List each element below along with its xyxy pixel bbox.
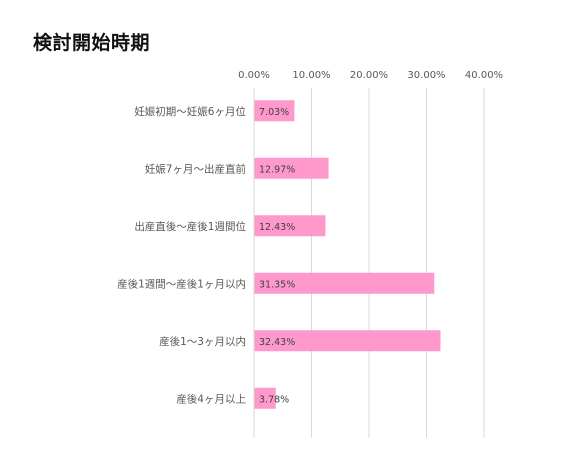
x-tick-label: 10.00% xyxy=(292,70,330,81)
data-label: 32.43% xyxy=(259,337,295,348)
category-label: 妊娠7ヶ月～出産直前 xyxy=(145,162,246,175)
bar xyxy=(254,272,435,294)
x-tick-label: 0.00% xyxy=(238,70,270,81)
x-tick-label: 40.00% xyxy=(465,70,503,81)
category-label: 産後1週間～産後1ヶ月以内 xyxy=(117,277,246,290)
data-label: 12.43% xyxy=(259,222,295,233)
category-label: 妊娠初期～妊娠6ヶ月位 xyxy=(134,105,246,118)
bar xyxy=(254,215,326,237)
bar xyxy=(254,330,441,352)
bar xyxy=(254,100,295,122)
data-label: 31.35% xyxy=(259,279,295,290)
category-label: 産後1～3ヶ月以内 xyxy=(159,335,246,348)
chart-title: 検討開始時期 xyxy=(33,32,151,54)
x-tick-label: 30.00% xyxy=(407,70,445,81)
data-label: 3.78% xyxy=(259,394,289,405)
category-label: 出産直後～産後1週間位 xyxy=(134,220,246,233)
bar xyxy=(254,387,276,409)
bar xyxy=(254,157,329,179)
data-label: 12.97% xyxy=(259,164,295,175)
data-label: 7.03% xyxy=(259,107,289,118)
x-tick-label: 20.00% xyxy=(350,70,388,81)
category-label: 産後4ヶ月以上 xyxy=(176,392,246,405)
